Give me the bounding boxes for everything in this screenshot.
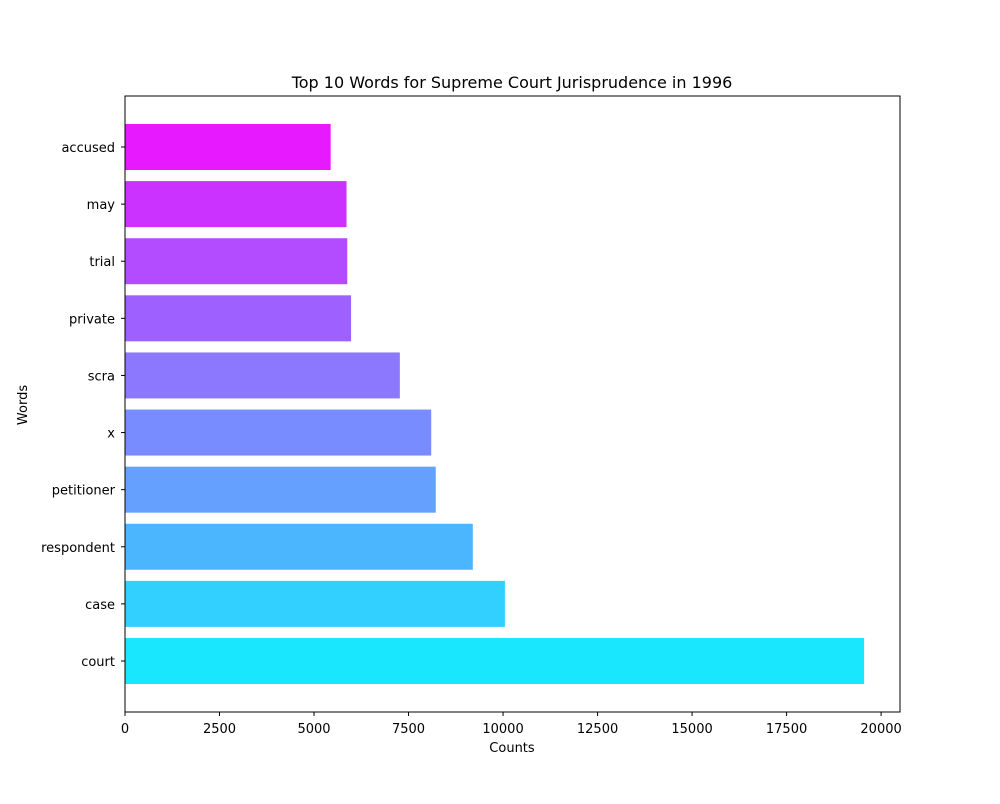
y-tick-label: respondent bbox=[41, 541, 115, 556]
x-tick-label: 0 bbox=[121, 722, 129, 737]
bar-may bbox=[125, 181, 347, 228]
x-tick-label: 10000 bbox=[482, 722, 523, 737]
x-tick-label: 12500 bbox=[577, 722, 618, 737]
x-tick-label: 5000 bbox=[297, 722, 330, 737]
y-tick-label: court bbox=[81, 655, 115, 670]
bar-scra bbox=[125, 352, 400, 399]
bar-x bbox=[125, 409, 432, 456]
y-tick-label: accused bbox=[61, 141, 115, 156]
bar-court bbox=[125, 638, 865, 684]
y-tick-label: private bbox=[69, 312, 115, 327]
x-ticks: 0 2500 5000 7500 10000 12500 15000 17500 20000 bbox=[121, 712, 902, 737]
y-axis-label: Words bbox=[16, 385, 31, 425]
x-axis-label: Counts bbox=[489, 741, 535, 756]
y-tick-label: petitioner bbox=[52, 484, 116, 499]
y-tick-label: x bbox=[107, 427, 115, 442]
x-tick-label: 17500 bbox=[766, 722, 807, 737]
bar-case bbox=[125, 580, 505, 627]
bar-trial bbox=[125, 238, 348, 285]
y-ticks: court case respondent petitioner x scra privat… bbox=[41, 141, 125, 670]
chart-title: Top 10 Words for Supreme Court Jurisprud… bbox=[291, 73, 733, 92]
y-tick-label: scra bbox=[88, 369, 115, 384]
y-tick-label: case bbox=[85, 598, 115, 613]
bar-petitioner bbox=[125, 466, 436, 513]
y-tick-label: trial bbox=[89, 255, 115, 270]
bar-respondent bbox=[125, 523, 473, 570]
x-tick-label: 7500 bbox=[392, 722, 425, 737]
x-tick-label: 2500 bbox=[203, 722, 236, 737]
bar-accused bbox=[125, 124, 331, 170]
bars-layer bbox=[125, 124, 865, 684]
x-tick-label: 15000 bbox=[671, 722, 712, 737]
bar-private bbox=[125, 295, 352, 342]
x-tick-label: 20000 bbox=[860, 722, 901, 737]
y-tick-label: may bbox=[87, 198, 116, 213]
plot-frame bbox=[124, 95, 901, 713]
